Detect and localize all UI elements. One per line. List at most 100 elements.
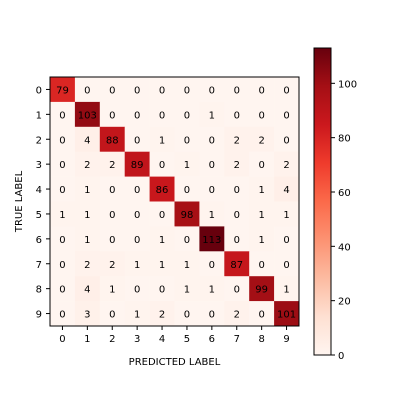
cell-value-label: 2: [84, 260, 90, 271]
cell-value-label: 0: [109, 110, 115, 121]
cell-value-label: 89: [131, 160, 144, 171]
cell-value-label: 1: [159, 260, 165, 271]
cell-value-label: 1: [109, 285, 115, 296]
heatmap-cell: [174, 176, 200, 202]
heatmap-cell: [74, 77, 101, 103]
cell-value-label: 0: [209, 260, 215, 271]
cell-value-label: 1: [159, 135, 165, 146]
x-axis-title: PREDICTED LABEL: [129, 357, 221, 368]
heatmap-cell: [199, 251, 225, 277]
heatmap-cell: [274, 226, 300, 252]
cell-value-label: 0: [283, 85, 289, 96]
heatmap-cell: [249, 226, 275, 252]
heatmap-cell: [124, 151, 150, 177]
heatmap-cell: [224, 276, 250, 302]
heatmap-cell: [149, 226, 175, 252]
heatmap-cell: [199, 126, 225, 152]
heatmap-cell: [199, 201, 225, 227]
heatmap-cell: [74, 101, 101, 128]
heatmap-cell: [224, 251, 250, 277]
heatmap-cell: [74, 201, 101, 227]
cell-value-label: 103: [78, 110, 97, 121]
cell-value-label: 1: [283, 210, 289, 221]
cell-value-label: 0: [134, 135, 140, 146]
colorbar-tick-label: 80: [338, 134, 351, 145]
cell-value-label: 1: [134, 260, 140, 271]
cell-value-label: 0: [283, 110, 289, 121]
heatmap-cell: [99, 101, 125, 128]
cell-value-label: 0: [109, 185, 115, 196]
heatmap-cell: [149, 301, 175, 327]
cell-value-label: 1: [283, 285, 289, 296]
heatmap-cell: [174, 101, 200, 128]
cell-value-label: 0: [134, 185, 140, 196]
cell-value-label: 2: [234, 160, 240, 171]
cell-value-label: 0: [234, 285, 240, 296]
heatmap-cell: [149, 176, 175, 202]
cell-value-label: 1: [258, 185, 264, 196]
heatmap-cell: [99, 251, 125, 277]
heatmap-cell: [174, 251, 200, 277]
heatmap-cell: [50, 126, 76, 152]
cell-value-label: 0: [209, 135, 215, 146]
cell-value-label: 0: [258, 85, 264, 96]
cell-value-label: 0: [209, 185, 215, 196]
heatmap-cell: [199, 226, 225, 252]
heatmap-cell: [74, 126, 101, 152]
x-tick-label: 6: [209, 334, 215, 345]
cell-value-label: 0: [184, 235, 190, 246]
cell-value-label: 0: [234, 185, 240, 196]
cell-value-label: 2: [258, 135, 264, 146]
cell-value-label: 3: [84, 310, 90, 321]
heatmap-cell: [274, 176, 300, 202]
colorbar-ticks: 0 20 40 60 80 100: [331, 79, 357, 362]
heatmap-cell: [149, 251, 175, 277]
heatmap-cell: [199, 276, 225, 302]
x-tick-label: 0: [59, 334, 65, 345]
heatmap-cell: [74, 301, 101, 327]
y-axis-title: TRUE LABEL: [14, 170, 25, 233]
heatmap-cell: [50, 176, 76, 202]
x-tick-label: 4: [159, 334, 165, 345]
y-tick-label: 9: [36, 310, 42, 321]
heatmap-cell: [174, 226, 200, 252]
cell-value-label: 2: [109, 160, 115, 171]
y-tick-label: 0: [36, 85, 42, 96]
heatmap-cell: [50, 226, 76, 252]
heatmap-cell: [249, 251, 275, 277]
cell-value-label: 0: [159, 210, 165, 221]
heatmap-cell: [50, 276, 76, 302]
heatmap-cell: [124, 126, 150, 152]
heatmap-cell: [50, 251, 76, 277]
heatmap-cell: [99, 176, 125, 202]
heatmap-cell: [249, 301, 275, 327]
heatmap-cell: [124, 101, 150, 128]
heatmap-cell: [174, 201, 200, 227]
cell-value-label: 1: [184, 160, 190, 171]
cell-value-label: 0: [134, 85, 140, 96]
y-tick-label: 2: [36, 135, 42, 146]
heatmap-cell: [224, 226, 250, 252]
cell-value-label: 2: [234, 135, 240, 146]
cell-value-label: 0: [184, 135, 190, 146]
cell-value-label: 1: [159, 235, 165, 246]
heatmap-cell: [174, 77, 200, 103]
heatmap-cell: [124, 201, 150, 227]
cell-value-label: 1: [84, 185, 90, 196]
cell-value-label: 0: [134, 235, 140, 246]
cell-value-label: 79: [56, 85, 69, 96]
heatmap-cell: [274, 251, 300, 277]
heatmap-cell: [199, 301, 225, 327]
heatmap-cell: [149, 201, 175, 227]
cell-value-label: 0: [159, 110, 165, 121]
heatmap-cell: [50, 77, 76, 103]
heatmap-cell: [224, 201, 250, 227]
x-tick-label: 5: [184, 334, 190, 345]
x-tick-label: 2: [109, 334, 115, 345]
heatmap-cell: [274, 77, 300, 103]
cell-value-label: 0: [258, 260, 264, 271]
cell-value-label: 0: [283, 260, 289, 271]
cell-value-label: 0: [134, 210, 140, 221]
